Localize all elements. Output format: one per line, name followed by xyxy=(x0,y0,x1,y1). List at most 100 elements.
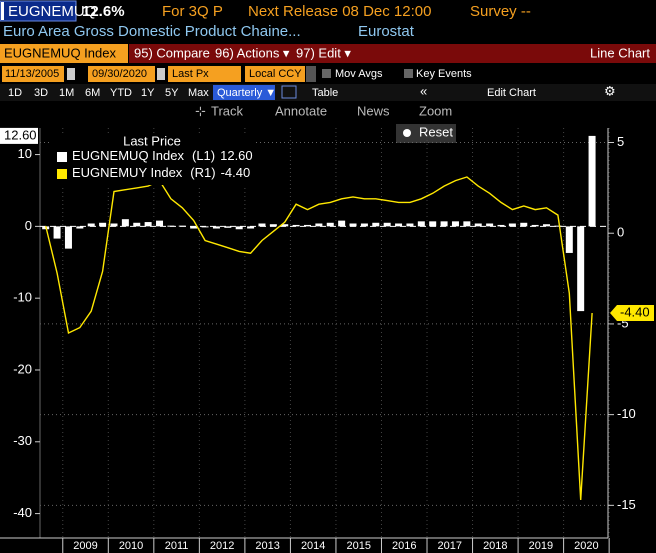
bar xyxy=(486,223,494,227)
range-button[interactable]: 1Y xyxy=(141,87,155,99)
bar xyxy=(156,220,164,227)
key-events-checkbox[interactable] xyxy=(404,69,413,78)
bar xyxy=(440,221,448,227)
y-tick-label: 10 xyxy=(18,146,32,161)
bar xyxy=(372,222,380,227)
bar xyxy=(520,222,528,227)
currency-dropdown[interactable] xyxy=(306,66,316,82)
legend-tag: (L1) xyxy=(192,148,215,163)
bar xyxy=(224,226,232,228)
collapse-icon[interactable]: « xyxy=(420,83,427,98)
line xyxy=(45,176,593,500)
range-button[interactable]: 3D xyxy=(34,87,48,99)
bar xyxy=(76,226,84,229)
bar xyxy=(167,225,175,227)
legend-name: EUGNEMUY Index xyxy=(72,165,183,180)
bar xyxy=(474,223,482,227)
menu-bar xyxy=(129,44,656,63)
range-button[interactable]: YTD xyxy=(110,87,132,99)
bar xyxy=(258,223,266,227)
y-tick-label: -20 xyxy=(13,361,32,376)
ticker-marker xyxy=(1,2,4,20)
price-box[interactable] xyxy=(168,66,241,82)
legend-label: EUGNEMUQ Index (L1) 12.60 xyxy=(72,148,253,163)
reset-box[interactable] xyxy=(396,124,456,143)
bar xyxy=(429,221,437,227)
y2-tick-label: -15 xyxy=(617,497,636,512)
bar xyxy=(121,219,129,227)
range-button[interactable]: 1M xyxy=(59,87,74,99)
bar xyxy=(326,222,334,227)
bar xyxy=(417,221,425,227)
ticker-box[interactable] xyxy=(0,0,77,22)
last-badge-label: -4.40 xyxy=(620,304,650,319)
bar xyxy=(64,226,72,249)
bar xyxy=(292,224,300,227)
zoom-button[interactable]: Zoom xyxy=(419,103,452,118)
news-button[interactable]: News xyxy=(357,103,390,118)
legend-swatch xyxy=(57,152,67,162)
calendar-icon[interactable] xyxy=(67,68,75,80)
annotate-button[interactable]: Annotate xyxy=(275,103,327,118)
range-button[interactable]: Max xyxy=(188,87,209,99)
frequency: Quarterly ▼ xyxy=(217,87,276,99)
x-tick-label: 2010 xyxy=(119,540,143,552)
legend-value: -4.40 xyxy=(221,165,251,180)
bar xyxy=(554,225,562,227)
bar xyxy=(201,226,209,228)
range-buttons: 1D 3D 1M 6M YTD 1Y 5Y Max xyxy=(8,87,209,99)
bar xyxy=(406,223,414,227)
range-button[interactable]: 5Y xyxy=(165,87,179,99)
legend-swatch xyxy=(57,169,67,179)
description: Euro Area Gross Domestic Product Chaine.… xyxy=(3,23,301,40)
last-value: 12.6% xyxy=(82,3,125,20)
price: Last Px xyxy=(172,68,209,80)
compare-menu[interactable]: 95) Compare xyxy=(134,45,210,60)
security: EUGNEMUQ Index xyxy=(4,45,116,60)
last-badge xyxy=(0,127,38,144)
currency-box[interactable] xyxy=(245,66,305,82)
settings-icon[interactable]: ⚙ xyxy=(604,83,616,98)
edit-menu[interactable]: 97) Edit ▾ xyxy=(296,45,351,60)
table-button[interactable]: Table xyxy=(312,87,338,99)
start-date-box[interactable] xyxy=(2,66,64,82)
y2-tick-label: -10 xyxy=(617,406,636,421)
track-button[interactable]: Track xyxy=(211,103,244,118)
end-date-box[interactable] xyxy=(88,66,155,82)
x-tick-label: 2016 xyxy=(392,540,416,552)
bar xyxy=(87,223,95,227)
x-tick-label: 2018 xyxy=(483,540,507,552)
bar xyxy=(531,224,539,227)
range-button[interactable]: 6M xyxy=(85,87,100,99)
legend-label: EUGNEMUY Index (R1) -4.40 xyxy=(72,165,250,180)
legend-name: EUGNEMUQ Index xyxy=(72,148,184,163)
reset-icon xyxy=(403,129,411,137)
bar xyxy=(338,220,346,227)
chart-icon[interactable] xyxy=(281,85,297,99)
bar xyxy=(303,224,311,227)
mov-avgs-checkbox[interactable] xyxy=(322,69,331,78)
view-menu[interactable]: Line Chart xyxy=(590,45,650,60)
y2-tick-label: 5 xyxy=(617,134,624,149)
bar xyxy=(383,222,391,227)
edit-chart-button[interactable]: Edit Chart xyxy=(487,87,536,99)
last-badge-label: 12.60 xyxy=(4,127,37,142)
track-icon: ⊹ xyxy=(195,103,206,118)
frequency-box[interactable] xyxy=(213,85,275,100)
y-tick-label: 0 xyxy=(25,218,32,233)
calendar-icon[interactable] xyxy=(157,68,165,80)
x-tick-label: 2009 xyxy=(73,540,97,552)
next-release: Next Release 08 Dec 12:00 xyxy=(248,3,431,20)
actions-menu[interactable]: 96) Actions ▾ xyxy=(215,45,290,60)
range-button[interactable]: 1D xyxy=(8,87,22,99)
period: For 3Q P xyxy=(162,3,223,20)
legend-box xyxy=(52,133,255,185)
x-tick-label: 2011 xyxy=(165,540,189,552)
security-box[interactable] xyxy=(0,44,128,63)
last-badge xyxy=(610,305,654,322)
ticker: EUGNEMUQ xyxy=(8,3,96,20)
bar xyxy=(451,221,459,227)
legend-title: Last Price xyxy=(123,133,181,148)
